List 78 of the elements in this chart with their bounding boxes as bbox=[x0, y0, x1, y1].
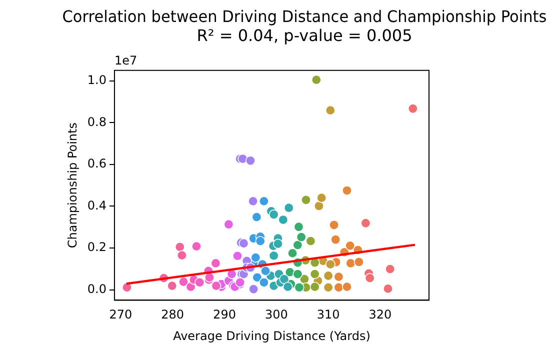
point bbox=[314, 200, 324, 211]
y-tick-label: 0.2 bbox=[87, 240, 106, 254]
x-tick-label: 300 bbox=[264, 308, 288, 322]
point bbox=[210, 258, 221, 268]
point bbox=[238, 238, 249, 248]
point bbox=[174, 242, 185, 252]
point bbox=[323, 282, 334, 292]
point bbox=[260, 266, 271, 276]
point bbox=[385, 264, 396, 274]
point bbox=[306, 236, 316, 246]
point bbox=[296, 232, 306, 242]
point bbox=[122, 282, 132, 292]
point bbox=[342, 282, 352, 292]
point bbox=[300, 194, 311, 205]
point bbox=[334, 272, 344, 282]
point bbox=[167, 280, 178, 291]
point bbox=[292, 240, 303, 250]
point bbox=[342, 186, 352, 196]
point bbox=[311, 74, 322, 85]
y-tick-label: 1.0 bbox=[87, 72, 106, 87]
point bbox=[268, 250, 279, 261]
x-tick-label: 280 bbox=[161, 308, 184, 322]
point bbox=[288, 248, 298, 258]
point bbox=[284, 202, 294, 213]
point bbox=[334, 282, 344, 292]
chart-subtitle: R² = 0.04, p-value = 0.005 bbox=[196, 26, 412, 45]
x-tick-label: 320 bbox=[368, 308, 392, 322]
y-tick-label: 0.4 bbox=[87, 198, 106, 212]
point bbox=[364, 273, 375, 284]
y-tick-label: 0.6 bbox=[87, 156, 106, 171]
point bbox=[346, 258, 356, 268]
point bbox=[408, 104, 418, 114]
point bbox=[278, 214, 288, 225]
point bbox=[255, 236, 266, 246]
point bbox=[329, 220, 340, 230]
chart-title: Correlation between Driving Distance and Championship Points bbox=[62, 6, 547, 26]
point bbox=[325, 259, 336, 270]
point bbox=[323, 270, 334, 281]
point bbox=[292, 269, 303, 280]
point bbox=[191, 241, 202, 252]
point bbox=[252, 272, 262, 282]
point bbox=[248, 196, 258, 206]
point bbox=[178, 276, 189, 287]
point bbox=[248, 284, 259, 294]
point bbox=[224, 219, 234, 230]
y-tick-label: 0.0 bbox=[87, 282, 106, 296]
text: 1e7 bbox=[114, 54, 138, 68]
x-axis-title: Average Driving Distance (Yards) bbox=[173, 328, 370, 343]
x-tick-label: 290 bbox=[213, 308, 236, 322]
x-tick-label: 310 bbox=[316, 308, 340, 322]
point bbox=[330, 234, 341, 245]
point bbox=[316, 192, 327, 203]
point bbox=[310, 282, 320, 292]
point bbox=[250, 252, 261, 263]
point bbox=[232, 250, 242, 261]
point bbox=[258, 196, 269, 206]
point bbox=[383, 284, 393, 294]
point bbox=[245, 156, 256, 166]
point bbox=[194, 277, 205, 288]
point bbox=[279, 274, 290, 284]
point bbox=[252, 212, 262, 222]
x-tick-label: 270 bbox=[109, 308, 132, 322]
point bbox=[282, 282, 293, 292]
point bbox=[204, 272, 214, 282]
point bbox=[294, 282, 304, 292]
point bbox=[211, 280, 222, 291]
point bbox=[294, 222, 304, 232]
point bbox=[360, 218, 371, 228]
y-tick-label: 0.8 bbox=[87, 114, 106, 129]
point bbox=[272, 238, 283, 249]
point bbox=[176, 250, 187, 260]
y-axis-title: Championship Points bbox=[65, 122, 80, 248]
point bbox=[268, 210, 279, 220]
point bbox=[325, 105, 336, 116]
point bbox=[345, 240, 356, 251]
point bbox=[258, 277, 269, 288]
point bbox=[310, 269, 320, 280]
point bbox=[354, 256, 364, 267]
